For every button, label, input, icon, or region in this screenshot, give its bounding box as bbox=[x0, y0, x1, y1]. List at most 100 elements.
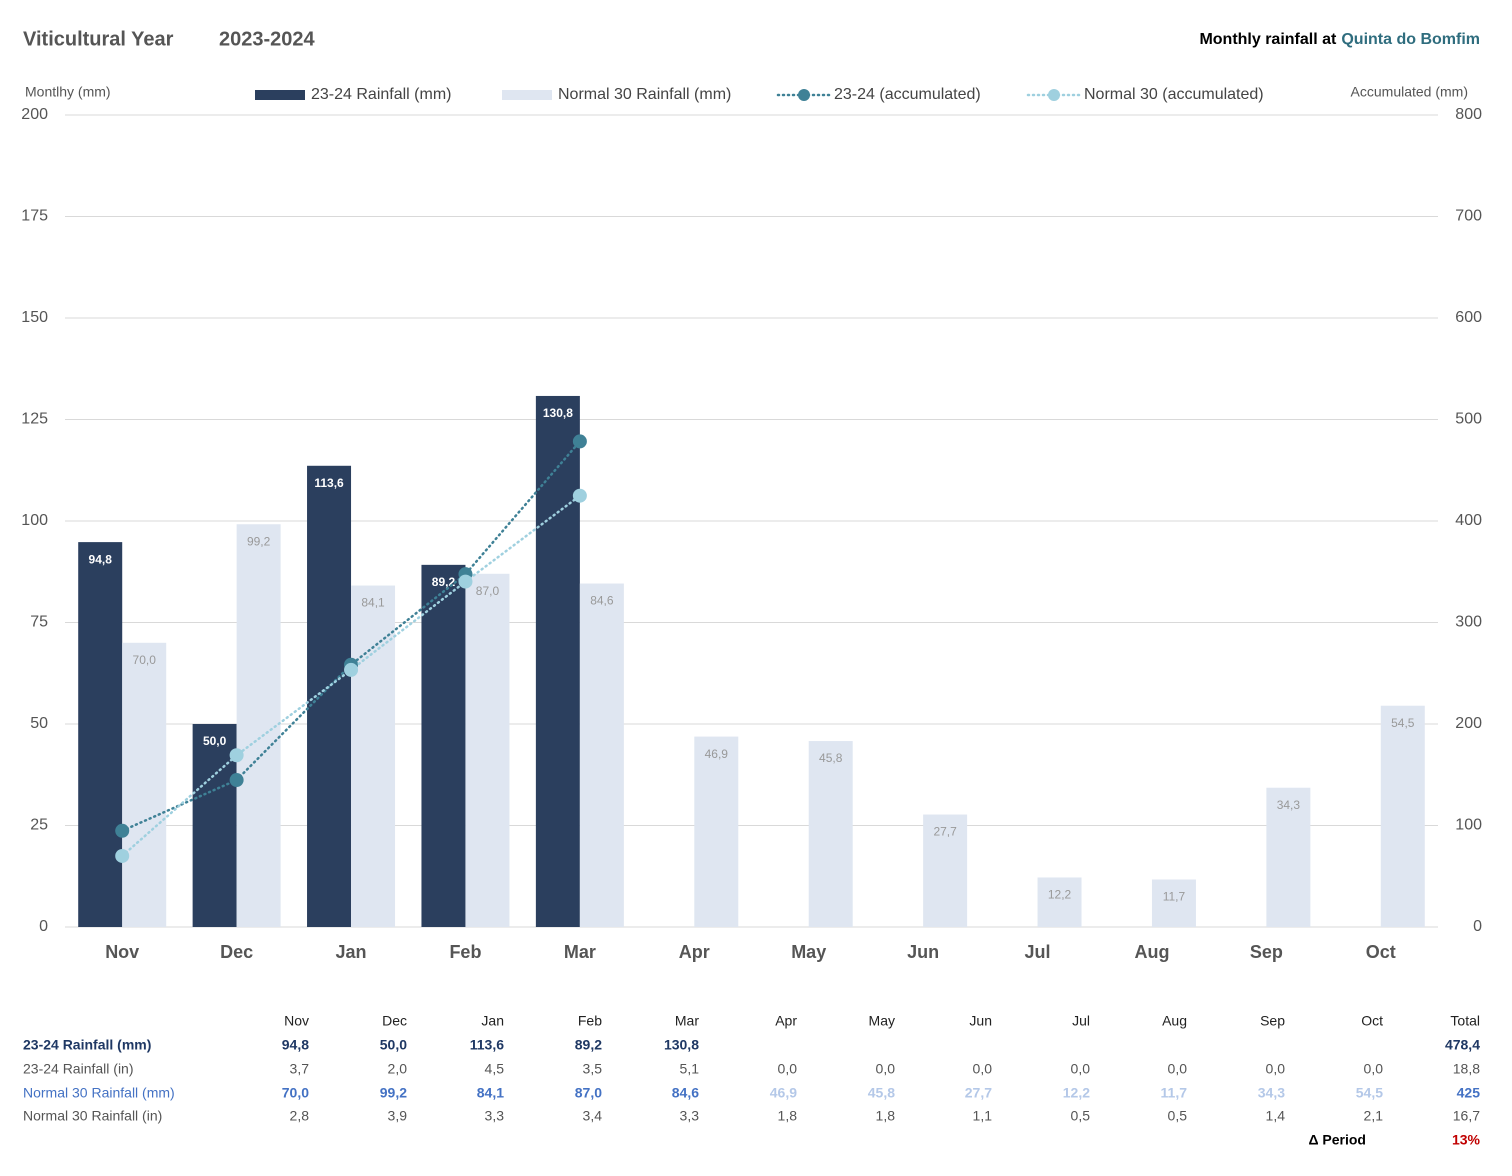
table-cell: 0,0 bbox=[1071, 1061, 1091, 1077]
y-tick-label: 175 bbox=[21, 208, 48, 225]
table-cell: 89,2 bbox=[575, 1037, 602, 1053]
x-tick-label: May bbox=[791, 942, 826, 962]
table-header: Nov bbox=[284, 1013, 309, 1029]
data-label: 89,2 bbox=[432, 575, 456, 589]
data-label: 113,6 bbox=[314, 476, 344, 490]
row-total: 18,8 bbox=[1453, 1061, 1480, 1077]
legend-swatch bbox=[255, 90, 305, 100]
table-cell: 99,2 bbox=[380, 1085, 407, 1101]
y-tick-label: 75 bbox=[30, 614, 48, 631]
x-tick-label: Apr bbox=[679, 942, 710, 962]
legend-swatch-dot bbox=[798, 89, 810, 101]
data-label: 84,6 bbox=[590, 594, 614, 608]
row-label: Normal 30 Rainfall (mm) bbox=[23, 1085, 175, 1101]
table-cell: 1,8 bbox=[876, 1108, 896, 1124]
table-header: Aug bbox=[1162, 1013, 1187, 1029]
table-header: Jan bbox=[481, 1013, 504, 1029]
x-tick-label: Jul bbox=[1025, 942, 1051, 962]
table-cell: 12,2 bbox=[1063, 1085, 1090, 1101]
table-cell: 1,1 bbox=[973, 1108, 993, 1124]
table-cell: 0,0 bbox=[973, 1061, 993, 1077]
table-cell: 0,0 bbox=[1364, 1061, 1384, 1077]
data-label: 54,5 bbox=[1391, 716, 1415, 730]
table-cell: 3,7 bbox=[290, 1061, 310, 1077]
y2-tick-label: 400 bbox=[1455, 512, 1482, 529]
table-cell: 3,3 bbox=[485, 1108, 505, 1124]
table-header: May bbox=[869, 1013, 895, 1029]
y2-tick-label: 700 bbox=[1455, 208, 1482, 225]
table-cell: 54,5 bbox=[1356, 1085, 1383, 1101]
table-header: Jun bbox=[969, 1013, 992, 1029]
row-total: 16,7 bbox=[1453, 1108, 1480, 1124]
row-label: Normal 30 Rainfall (in) bbox=[23, 1108, 162, 1124]
data-label: 11,7 bbox=[1163, 890, 1186, 904]
bar bbox=[351, 585, 396, 927]
footer-value: 13% bbox=[1452, 1132, 1481, 1148]
legend-label: 23-24 Rainfall (mm) bbox=[311, 86, 451, 103]
table-cell: 0,0 bbox=[876, 1061, 896, 1077]
bar bbox=[236, 524, 281, 927]
bar bbox=[307, 465, 352, 927]
y2-tick-label: 500 bbox=[1455, 411, 1482, 428]
x-tick-label: Sep bbox=[1250, 942, 1283, 962]
row-label: 23-24 Rainfall (in) bbox=[23, 1061, 134, 1077]
y-tick-label: 50 bbox=[30, 715, 48, 732]
x-tick-label: Aug bbox=[1134, 942, 1169, 962]
row-total: 425 bbox=[1457, 1085, 1481, 1101]
y2-tick-label: 0 bbox=[1473, 918, 1482, 935]
bar bbox=[579, 583, 624, 927]
table-cell: 3,4 bbox=[583, 1108, 603, 1124]
x-tick-label: Oct bbox=[1366, 942, 1396, 962]
table-cell: 130,8 bbox=[664, 1037, 699, 1053]
row-total: 478,4 bbox=[1445, 1037, 1480, 1053]
line bbox=[120, 440, 582, 833]
y2-tick-label: 300 bbox=[1455, 614, 1482, 631]
bar bbox=[78, 542, 123, 927]
table-cell: 4,5 bbox=[485, 1061, 505, 1077]
y2-tick-label: 200 bbox=[1455, 715, 1482, 732]
table-cell: 3,5 bbox=[583, 1061, 603, 1077]
table-cell: 84,1 bbox=[477, 1085, 504, 1101]
bar bbox=[1037, 877, 1082, 927]
bar bbox=[122, 642, 167, 927]
table-header: Dec bbox=[382, 1013, 407, 1029]
line-point bbox=[458, 574, 473, 589]
table-header: Total bbox=[1450, 1013, 1480, 1029]
bar bbox=[808, 741, 853, 927]
table-cell: 1,4 bbox=[1266, 1108, 1286, 1124]
table-cell: 11,7 bbox=[1161, 1085, 1188, 1101]
y-tick-label: 125 bbox=[21, 411, 48, 428]
line-point bbox=[229, 773, 244, 788]
y-tick-label: 0 bbox=[39, 918, 48, 935]
line-point bbox=[344, 662, 359, 677]
bar bbox=[192, 724, 237, 927]
line-point bbox=[229, 748, 244, 763]
table-header: Mar bbox=[675, 1013, 699, 1029]
line-point bbox=[572, 488, 587, 503]
bar bbox=[535, 395, 580, 927]
bar bbox=[1151, 879, 1196, 927]
data-label: 34,3 bbox=[1277, 798, 1301, 812]
table-cell: 1,8 bbox=[778, 1108, 798, 1124]
y-tick-label: 100 bbox=[21, 512, 48, 529]
x-tick-label: Nov bbox=[105, 942, 139, 962]
data-label: 12,2 bbox=[1048, 888, 1072, 902]
data-label: 84,1 bbox=[361, 596, 385, 610]
table-cell: 87,0 bbox=[575, 1085, 602, 1101]
y2-tick-label: 600 bbox=[1455, 309, 1482, 326]
bar bbox=[465, 573, 510, 927]
table-header: Sep bbox=[1260, 1013, 1285, 1029]
table-cell: 2,1 bbox=[1364, 1108, 1384, 1124]
bar bbox=[694, 736, 739, 927]
legend-label: Normal 30 Rainfall (mm) bbox=[558, 86, 731, 103]
table-cell: 84,6 bbox=[672, 1085, 699, 1101]
line-point bbox=[115, 848, 130, 863]
bar bbox=[1380, 705, 1425, 927]
subtitle-text: Monthly rainfall at bbox=[1199, 31, 1337, 48]
data-label: 94,8 bbox=[89, 552, 113, 566]
table-cell: 0,5 bbox=[1168, 1108, 1188, 1124]
data-label: 46,9 bbox=[705, 747, 729, 761]
y2-tick-label: 800 bbox=[1455, 106, 1482, 123]
bar bbox=[1266, 787, 1311, 927]
chart-title: Viticultural Year bbox=[23, 28, 174, 50]
